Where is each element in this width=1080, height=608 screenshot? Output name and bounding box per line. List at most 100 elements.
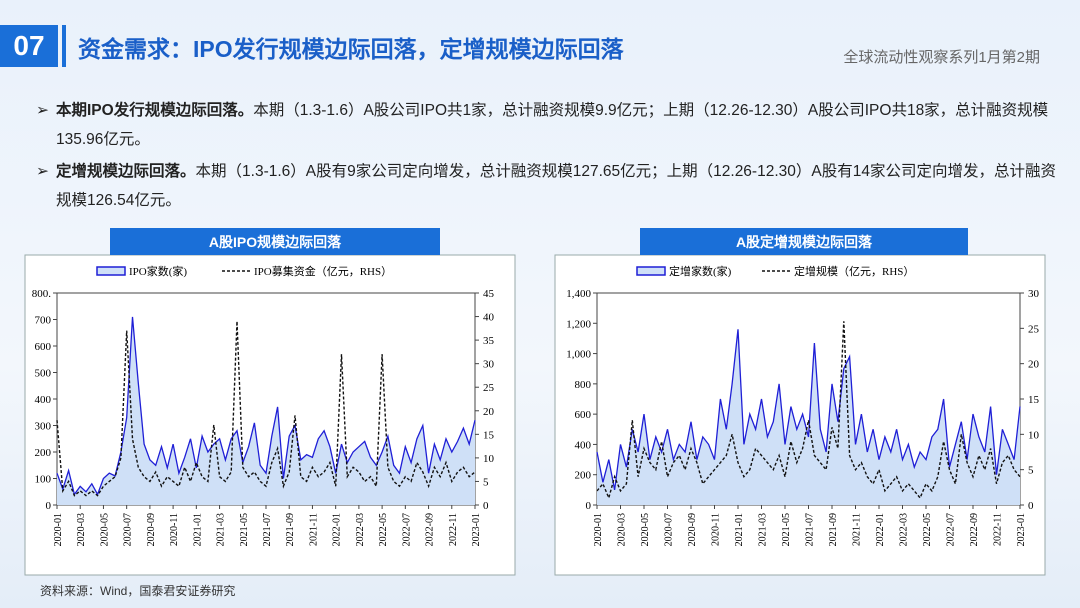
y2-tick-label: 0 [483, 500, 489, 512]
y2-tick-label: 45 [483, 288, 495, 300]
y2-tick-label: 15 [1028, 394, 1040, 406]
x-tick-label: 2022-07 [401, 513, 412, 546]
series-line [56, 321, 476, 497]
chart-title: A股定增规模边际回落 [736, 234, 873, 250]
y-tick-label: 800. [32, 288, 52, 300]
x-tick-label: 2021-01 [192, 513, 203, 546]
legend-swatch [636, 266, 666, 276]
legend-swatch [96, 266, 126, 276]
x-tick-label: 2022-11 [993, 513, 1004, 546]
x-tick-label: 2022-07 [946, 513, 957, 546]
y2-tick-label: 20 [1028, 359, 1040, 371]
x-tick-label: 2021-05 [781, 513, 792, 546]
x-tick-label: 2022-09 [969, 513, 980, 546]
bullet: 定增规模边际回落。本期（1.3-1.6）A股有9家公司定向增发，总计融资规模12… [36, 157, 1066, 215]
bullet: 本期IPO发行规模边际回落。本期（1.3-1.6）A股公司IPO共1家，总计融资… [36, 96, 1066, 154]
y2-tick-label: 15 [483, 429, 495, 441]
x-tick-label: 2020-05 [99, 513, 110, 546]
bullet-lead: 本期IPO发行规模边际回落。 [56, 102, 254, 119]
x-tick-label: 2020-07 [123, 513, 134, 546]
x-tick-label: 2022-03 [355, 513, 366, 546]
x-tick-label: 2022-09 [425, 513, 436, 546]
x-tick-label: 2020-05 [640, 513, 651, 546]
slide-title: 资金需求：IPO发行规模边际回落，定增规模边际回落 [78, 36, 624, 62]
y-tick-label: 0 [586, 500, 592, 512]
series-line [56, 316, 476, 496]
y2-tick-label: 25 [483, 382, 495, 394]
x-tick-label: 2020-11 [169, 513, 180, 546]
x-tick-label: 2020-09 [146, 513, 157, 546]
y-tick-label: 500 [35, 368, 52, 380]
area [597, 329, 1020, 505]
y-tick-label: 0 [46, 500, 52, 512]
bullet-text: 本期（1.3-1.6）A股有9家公司定向增发，总计融资规模127.65亿元；上期… [56, 163, 1056, 209]
y-tick-label: 400 [35, 394, 52, 406]
x-tick-label: 2020-07 [664, 513, 675, 546]
y2-tick-label: 10 [483, 453, 495, 465]
y-tick-label: 300 [35, 421, 52, 433]
x-tick-label: 2020-03 [76, 513, 87, 546]
y2-tick-label: 5 [483, 476, 489, 488]
y-tick-label: 200 [575, 470, 592, 482]
x-tick-label: 2020-09 [687, 513, 698, 546]
x-tick-label: 2020-11 [711, 513, 722, 546]
x-tick-label: 2021-11 [308, 513, 319, 546]
slide-subtitle: 全球流动性观察系列1月第2期 [843, 49, 1040, 66]
y2-tick-label: 30 [1028, 288, 1040, 300]
y-tick-label: 1,400 [566, 288, 591, 300]
x-tick-label: 2020-01 [53, 513, 64, 546]
x-tick-label: 2021-09 [285, 513, 296, 546]
y-tick-label: 200 [35, 447, 52, 459]
legend-label: IPO家数(家) [129, 264, 187, 278]
y2-tick-label: 40 [483, 312, 495, 324]
x-tick-label: 2021-05 [239, 513, 250, 546]
y2-tick-label: 20 [483, 406, 495, 418]
chart-panel [554, 254, 1046, 576]
bullet-text: 本期（1.3-1.6）A股公司IPO共1家，总计融资规模9.9亿元；上期（12.… [56, 102, 1049, 148]
x-tick-label: 2022-01 [875, 513, 886, 546]
y2-tick-label: 5 [1028, 465, 1034, 477]
chart-panel [24, 254, 516, 576]
x-tick-label: 2022-03 [899, 513, 910, 546]
source-note: 资料来源：Wind，国泰君安证券研究 [40, 584, 236, 598]
y2-tick-label: 30 [483, 359, 495, 371]
x-tick-label: 2022-05 [922, 513, 933, 546]
y-tick-label: 800 [575, 379, 592, 391]
x-tick-label: 2021-01 [734, 513, 745, 546]
y-tick-label: 1,200 [566, 318, 591, 330]
y-tick-label: 700 [35, 315, 52, 327]
chart-title: A股IPO规模边际回落 [209, 234, 342, 250]
y-tick-label: 100 [35, 474, 52, 486]
chart-title-bar [110, 228, 440, 255]
y-tick-label: 1,000 [566, 349, 591, 361]
legend-label: 定增家数(家) [669, 264, 732, 278]
section-number: 07 [0, 25, 58, 67]
y-tick-label: 600 [35, 341, 52, 353]
x-tick-label: 2021-09 [828, 513, 839, 546]
x-tick-label: 2021-03 [758, 513, 769, 546]
x-tick-label: 2021-11 [852, 513, 863, 546]
y2-tick-label: 10 [1028, 429, 1040, 441]
x-tick-label: 2022-11 [448, 513, 459, 546]
y-tick-label: 400 [575, 439, 592, 451]
chart-title-bar [640, 228, 968, 255]
accent-bar [62, 25, 66, 67]
y2-tick-label: 35 [483, 335, 495, 347]
x-tick-label: 2021-03 [216, 513, 227, 546]
x-tick-label: 2021-07 [262, 513, 273, 546]
x-tick-label: 2020-03 [617, 513, 628, 546]
x-tick-label: 2023-01 [471, 513, 482, 546]
legend-label: 定增规模（亿元，RHS） [794, 264, 914, 278]
x-tick-label: 2020-01 [593, 513, 604, 546]
x-tick-label: 2021-07 [805, 513, 816, 546]
x-tick-label: 2022-05 [378, 513, 389, 546]
y2-tick-label: 25 [1028, 323, 1040, 335]
legend-label: IPO募集资金（亿元，RHS） [254, 264, 392, 278]
y2-tick-label: 0 [1028, 500, 1034, 512]
bullet-lead: 定增规模边际回落。 [56, 163, 196, 180]
series-line [596, 321, 1021, 501]
y-tick-label: 600 [575, 409, 592, 421]
x-tick-label: 2022-01 [332, 513, 343, 546]
